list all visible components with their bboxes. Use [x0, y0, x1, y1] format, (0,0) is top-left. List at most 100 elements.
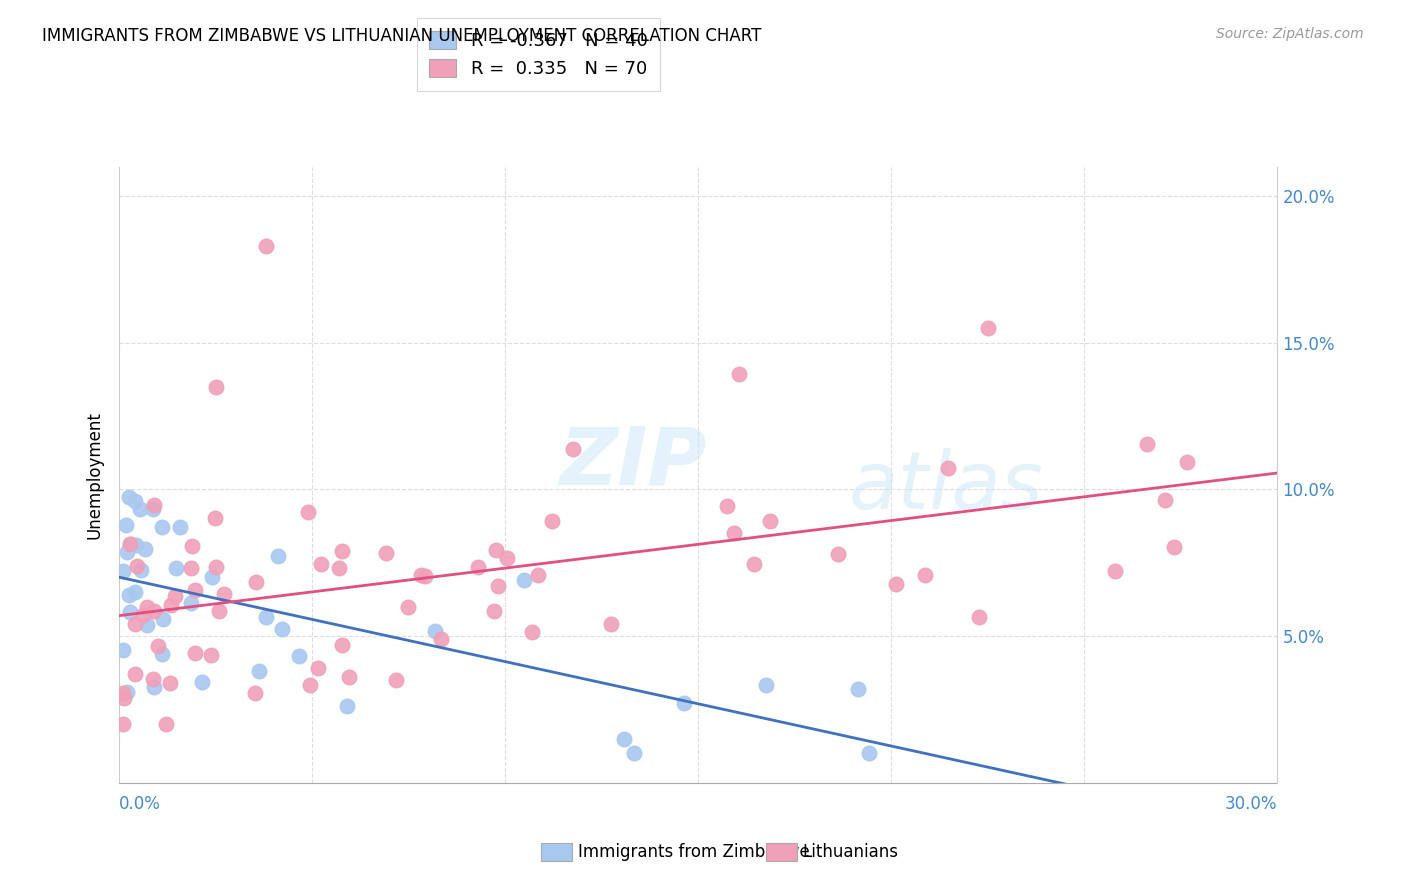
Point	[1104, 564, 1126, 578]
Point	[118, 490, 141, 504]
Point	[1154, 493, 1177, 508]
Point	[938, 460, 960, 475]
Point	[541, 514, 564, 528]
Point	[858, 747, 880, 761]
Point	[150, 647, 173, 661]
Point	[599, 617, 621, 632]
Point	[112, 691, 135, 706]
Point	[205, 560, 228, 574]
Point	[183, 646, 205, 660]
Point	[311, 557, 333, 571]
Text: IMMIGRANTS FROM ZIMBABWE VS LITHUANIAN UNEMPLOYMENT CORRELATION CHART: IMMIGRANTS FROM ZIMBABWE VS LITHUANIAN U…	[42, 27, 762, 45]
Point	[200, 648, 222, 662]
Text: Source: ZipAtlas.com: Source: ZipAtlas.com	[1216, 27, 1364, 41]
Text: Immigrants from Zimbabwe: Immigrants from Zimbabwe	[578, 843, 810, 861]
Point	[129, 501, 152, 516]
Point	[297, 505, 319, 519]
Legend: R = -0.367   N = 40, R =  0.335   N = 70: R = -0.367 N = 40, R = 0.335 N = 70	[416, 18, 661, 91]
Point	[169, 520, 191, 534]
Text: ZIP: ZIP	[560, 424, 707, 501]
Point	[385, 673, 408, 687]
Point	[247, 665, 270, 679]
Point	[613, 732, 636, 747]
Point	[339, 670, 361, 684]
Point	[142, 680, 165, 694]
Point	[159, 676, 181, 690]
Point	[112, 642, 135, 657]
Point	[180, 561, 202, 575]
Point	[298, 678, 321, 692]
Point	[212, 587, 235, 601]
Point	[112, 564, 135, 578]
Point	[562, 442, 585, 456]
Point	[208, 604, 231, 618]
Point	[467, 560, 489, 574]
Point	[330, 638, 353, 652]
Point	[374, 546, 396, 560]
Point	[124, 585, 146, 599]
Point	[1136, 437, 1159, 451]
Point	[115, 518, 138, 533]
Point	[152, 612, 174, 626]
Point	[180, 596, 202, 610]
Point	[482, 604, 505, 618]
Point	[267, 549, 290, 563]
Point	[485, 543, 508, 558]
Point	[413, 568, 436, 582]
Point	[846, 681, 869, 696]
Point	[125, 558, 148, 573]
Text: 30.0%: 30.0%	[1225, 795, 1278, 814]
Point	[526, 568, 548, 582]
Point	[728, 368, 751, 382]
Point	[520, 625, 543, 640]
Point	[143, 498, 166, 512]
Point	[336, 698, 359, 713]
Point	[124, 667, 146, 681]
Point	[254, 610, 277, 624]
Point	[142, 502, 165, 516]
Text: Lithuanians: Lithuanians	[803, 843, 898, 861]
Point	[120, 606, 142, 620]
Point	[118, 537, 141, 551]
Point	[254, 239, 277, 253]
Point	[513, 574, 536, 588]
Point	[914, 567, 936, 582]
Point	[486, 579, 509, 593]
Point	[117, 588, 139, 602]
Point	[136, 600, 159, 615]
Point	[165, 561, 187, 575]
Point	[245, 574, 267, 589]
Point	[181, 539, 204, 553]
Point	[183, 582, 205, 597]
Point	[623, 747, 645, 761]
Point	[125, 538, 148, 552]
Point	[423, 624, 446, 638]
Text: 0.0%: 0.0%	[120, 795, 162, 814]
Point	[409, 568, 432, 582]
Point	[716, 499, 738, 513]
Y-axis label: Unemployment: Unemployment	[86, 410, 103, 539]
Point	[160, 598, 183, 612]
Point	[115, 544, 138, 558]
Point	[132, 608, 155, 623]
Point	[827, 547, 849, 561]
Point	[330, 544, 353, 558]
Point	[155, 717, 177, 731]
Point	[430, 632, 453, 647]
Point	[744, 557, 766, 571]
Point	[163, 590, 186, 604]
Point	[112, 686, 135, 700]
Point	[328, 561, 350, 575]
Point	[396, 600, 419, 615]
Point	[969, 610, 991, 624]
Point	[977, 321, 1000, 335]
Point	[115, 684, 138, 698]
Point	[755, 678, 778, 692]
Point	[204, 379, 226, 393]
Point	[143, 604, 166, 618]
Point	[270, 622, 292, 636]
Point	[142, 672, 165, 686]
Point	[201, 570, 224, 584]
Point	[124, 493, 146, 508]
Point	[191, 675, 214, 690]
